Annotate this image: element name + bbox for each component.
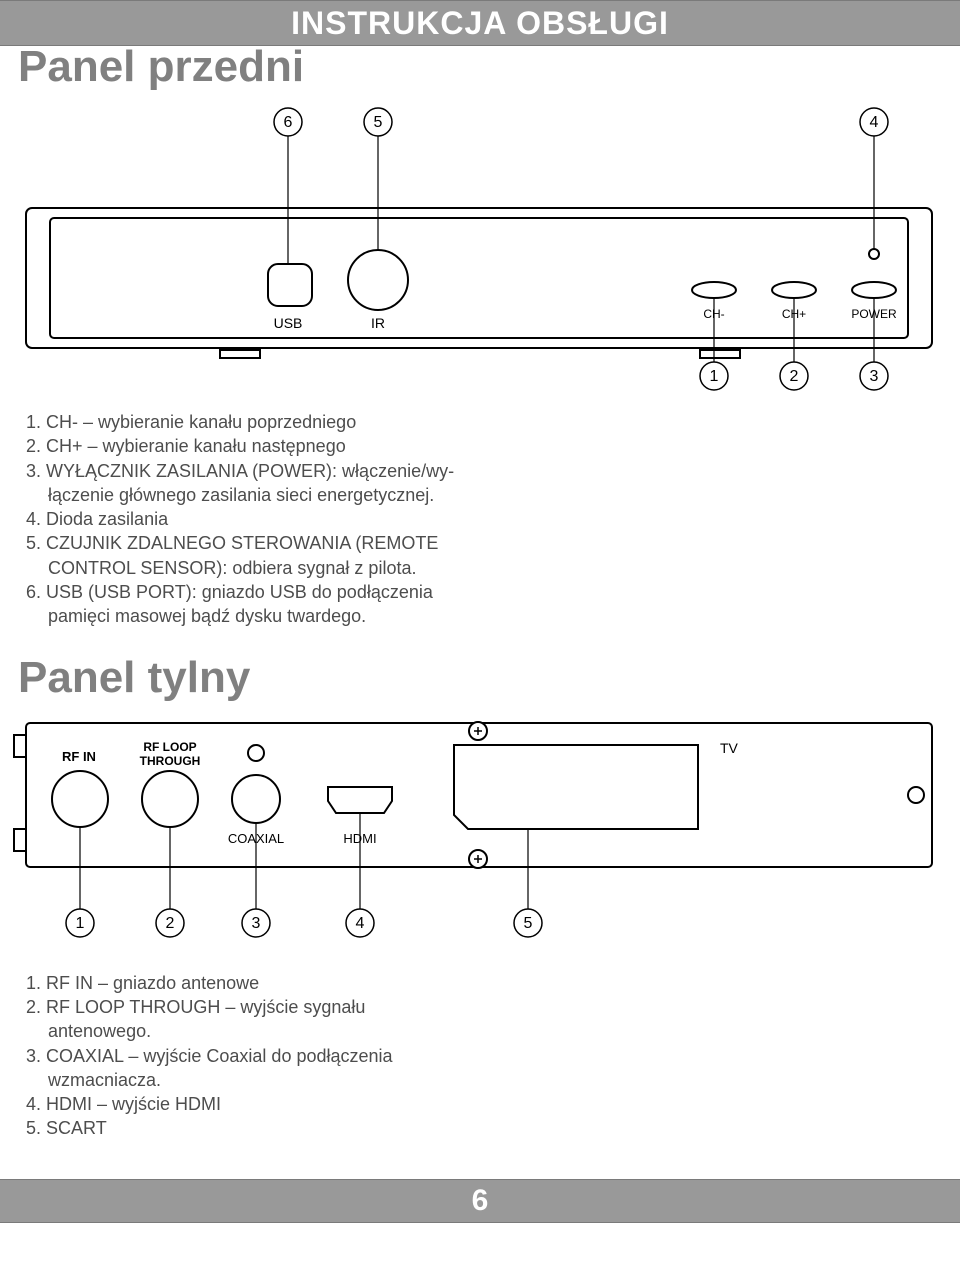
description-line: CONTROL SENSOR): odbiera sygnał z pilota… — [26, 556, 540, 580]
callout-number: 2 — [166, 915, 175, 932]
callout-number: 2 — [790, 368, 799, 385]
description-number: 2. — [26, 995, 46, 1019]
description-line: 1. RF IN – gniazdo antenowe — [26, 971, 540, 995]
description-number: 4. — [26, 1092, 46, 1116]
description-number: 3. — [26, 1044, 46, 1068]
front-panel-title: Panel przedni — [0, 42, 960, 92]
description-number: 4. — [26, 507, 46, 531]
description-line: 2. RF LOOP THROUGH – wyjście sygnału — [26, 995, 540, 1019]
description-text: USB (USB PORT): gniazdo USB do podłączen… — [46, 580, 540, 604]
description-line: 4. HDMI – wyjście HDMI — [26, 1092, 540, 1116]
rf-in-port-icon — [52, 771, 108, 827]
manual-title: INSTRUKCJA OBSŁUGI — [291, 5, 669, 42]
description-line: pamięci masowej bądź dysku twardego. — [26, 604, 540, 628]
description-number: 6. — [26, 580, 46, 604]
callout-number: 1 — [76, 915, 85, 932]
description-number: 1. — [26, 410, 46, 434]
rear-panel-description: 1. RF IN – gniazdo antenowe2. RF LOOP TH… — [0, 953, 560, 1169]
description-number: 3. — [26, 459, 46, 483]
rear-panel-title: Panel tylny — [0, 653, 960, 703]
description-line: 3. WYŁĄCZNIK ZASILANIA (POWER): włączeni… — [26, 459, 540, 483]
callout-number: 1 — [710, 368, 719, 385]
callout-number: 6 — [284, 114, 293, 131]
description-text: Dioda zasilania — [46, 507, 540, 531]
description-text: HDMI – wyjście HDMI — [46, 1092, 540, 1116]
description-line: 5. SCART — [26, 1116, 540, 1140]
manual-header: INSTRUKCJA OBSŁUGI — [0, 0, 960, 46]
description-line: 1. CH- – wybieranie kanału poprzedniego — [26, 410, 540, 434]
description-text: CZUJNIK ZDALNEGO STEROWANIA (REMOTE — [46, 531, 540, 555]
description-text: łączenie głównego zasilania sieci energe… — [48, 483, 540, 507]
ir-label: IR — [371, 315, 385, 331]
description-line: 5. CZUJNIK ZDALNEGO STEROWANIA (REMOTE — [26, 531, 540, 555]
description-number: 5. — [26, 531, 46, 555]
description-line: 3. COAXIAL – wyjście Coaxial do podłącze… — [26, 1044, 540, 1068]
description-line: antenowego. — [26, 1019, 540, 1043]
description-text: COAXIAL – wyjście Coaxial do podłączenia — [46, 1044, 540, 1068]
description-line: łączenie głównego zasilania sieci energe… — [26, 483, 540, 507]
ch-minus-button-icon — [692, 282, 736, 298]
callout-number: 5 — [524, 915, 533, 932]
description-text: CH+ – wybieranie kanału następnego — [46, 434, 540, 458]
rf-in-label: RF IN — [62, 749, 96, 764]
callout-number: 5 — [374, 114, 383, 131]
scart-port-icon — [454, 745, 698, 829]
description-line: wzmacniacza. — [26, 1068, 540, 1092]
description-number: 1. — [26, 971, 46, 995]
description-text: wzmacniacza. — [48, 1068, 540, 1092]
callout-number: 4 — [356, 915, 365, 932]
description-number: 2. — [26, 434, 46, 458]
page-footer: 6 — [0, 1179, 960, 1223]
ch-plus-button-icon — [772, 282, 816, 298]
tv-label: TV — [720, 740, 739, 756]
callout-number: 3 — [870, 368, 879, 385]
description-text: CONTROL SENSOR): odbiera sygnał z pilota… — [48, 556, 540, 580]
description-line: 4. Dioda zasilania — [26, 507, 540, 531]
power-button-icon — [852, 282, 896, 298]
callout-number: 3 — [252, 915, 261, 932]
description-line: 2. CH+ – wybieranie kanału następnego — [26, 434, 540, 458]
description-text: SCART — [46, 1116, 540, 1140]
hdmi-port-icon — [328, 787, 392, 813]
description-text: pamięci masowej bądź dysku twardego. — [48, 604, 540, 628]
coaxial-port-icon — [232, 775, 280, 823]
description-text: RF IN – gniazdo antenowe — [46, 971, 540, 995]
rf-loop-port-icon — [142, 771, 198, 827]
ir-sensor-icon — [348, 250, 408, 310]
front-panel-description: 1. CH- – wybieranie kanału poprzedniego2… — [0, 392, 560, 657]
front-panel-diagram: USB IR CH- CH+ POWER 654 123 — [0, 92, 960, 392]
rear-panel-diagram: RF IN RF LOOP THROUGH COAXIAL HDMI TV 12… — [0, 703, 960, 953]
rf-loop-label: RF LOOP — [143, 740, 196, 754]
description-text: WYŁĄCZNIK ZASILANIA (POWER): włączenie/w… — [46, 459, 540, 483]
description-line: 6. USB (USB PORT): gniazdo USB do podłąc… — [26, 580, 540, 604]
power-led-icon — [869, 249, 879, 259]
description-text: CH- – wybieranie kanału poprzedniego — [46, 410, 540, 434]
through-label: THROUGH — [140, 754, 201, 768]
callout-number: 4 — [870, 114, 879, 131]
usb-port-icon — [268, 264, 312, 306]
page-number: 6 — [472, 1184, 489, 1218]
description-text: antenowego. — [48, 1019, 540, 1043]
page-container: INSTRUKCJA OBSŁUGI Panel przedni USB IR … — [0, 0, 960, 1223]
usb-label: USB — [274, 315, 303, 331]
description-number: 5. — [26, 1116, 46, 1140]
description-text: RF LOOP THROUGH – wyjście sygnału — [46, 995, 540, 1019]
